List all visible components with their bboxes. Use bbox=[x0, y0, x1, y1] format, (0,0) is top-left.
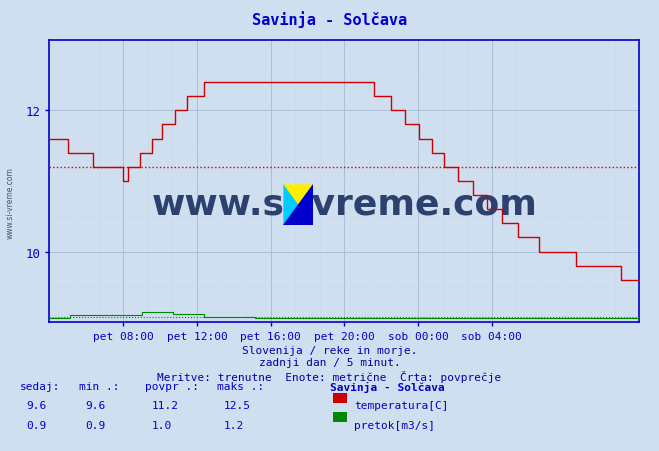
Text: pretok[m3/s]: pretok[m3/s] bbox=[354, 420, 435, 430]
Text: Savinja - Solčava: Savinja - Solčava bbox=[330, 381, 444, 392]
Text: 12.5: 12.5 bbox=[224, 400, 251, 410]
Text: temperatura[C]: temperatura[C] bbox=[354, 400, 448, 410]
Text: 11.2: 11.2 bbox=[152, 400, 179, 410]
Text: 0.9: 0.9 bbox=[86, 420, 106, 430]
Text: 9.6: 9.6 bbox=[26, 400, 47, 410]
Text: min .:: min .: bbox=[79, 381, 119, 391]
Text: povpr .:: povpr .: bbox=[145, 381, 199, 391]
Text: 9.6: 9.6 bbox=[86, 400, 106, 410]
Polygon shape bbox=[283, 185, 298, 226]
Text: Slovenija / reke in morje.: Slovenija / reke in morje. bbox=[242, 345, 417, 355]
Text: sedaj:: sedaj: bbox=[20, 381, 60, 391]
Text: 0.9: 0.9 bbox=[26, 420, 47, 430]
Text: 1.0: 1.0 bbox=[152, 420, 172, 430]
Text: Meritve: trenutne  Enote: metrične  Črta: povprečje: Meritve: trenutne Enote: metrične Črta: … bbox=[158, 370, 501, 382]
Text: 1.2: 1.2 bbox=[224, 420, 244, 430]
Text: Savinja - Solčava: Savinja - Solčava bbox=[252, 11, 407, 28]
Polygon shape bbox=[283, 185, 313, 226]
Polygon shape bbox=[283, 185, 313, 226]
Text: www.si-vreme.com: www.si-vreme.com bbox=[152, 187, 537, 221]
Text: www.si-vreme.com: www.si-vreme.com bbox=[5, 167, 14, 239]
Text: zadnji dan / 5 minut.: zadnji dan / 5 minut. bbox=[258, 358, 401, 368]
Text: maks .:: maks .: bbox=[217, 381, 265, 391]
